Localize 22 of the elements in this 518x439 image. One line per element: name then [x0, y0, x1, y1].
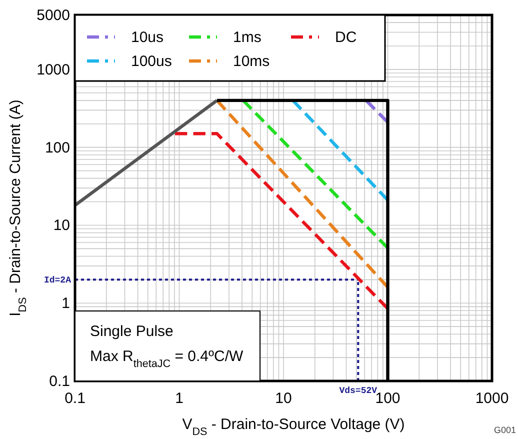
y-tick-label: 5000	[36, 7, 70, 24]
ref-line-label: Id=2A	[44, 276, 72, 286]
x-tick-label: 100	[375, 390, 400, 407]
y-tick-label: 1000	[36, 61, 70, 78]
ref-line-label: Vds=52V	[339, 386, 378, 396]
x-tick-label: 1	[175, 390, 184, 407]
x-tick-label: 1000	[475, 390, 509, 407]
legend-label: DC	[335, 29, 357, 46]
y-tick-label: 0.1	[49, 373, 70, 390]
legend-label: 1ms	[233, 29, 262, 46]
legend-label: 10ms	[233, 53, 270, 70]
annotation: Max R$_{thetaJC}$ = 0.4ºC/W	[90, 348, 244, 370]
y-tick-label: 10	[53, 217, 70, 234]
x-tick-label: 0.1	[64, 390, 86, 407]
x-axis-title: V$_{DS}$ - Drain-to-Source Voltage (V)	[182, 416, 405, 438]
text: G001	[494, 425, 516, 435]
x-tick-label: 10	[275, 390, 292, 407]
legend-label: 100us	[131, 53, 172, 70]
y-tick-label: 1	[62, 295, 70, 312]
annotation: Single Pulse	[90, 323, 174, 340]
y-tick-label: 100	[44, 139, 70, 156]
legend-label: 10us	[131, 29, 164, 46]
